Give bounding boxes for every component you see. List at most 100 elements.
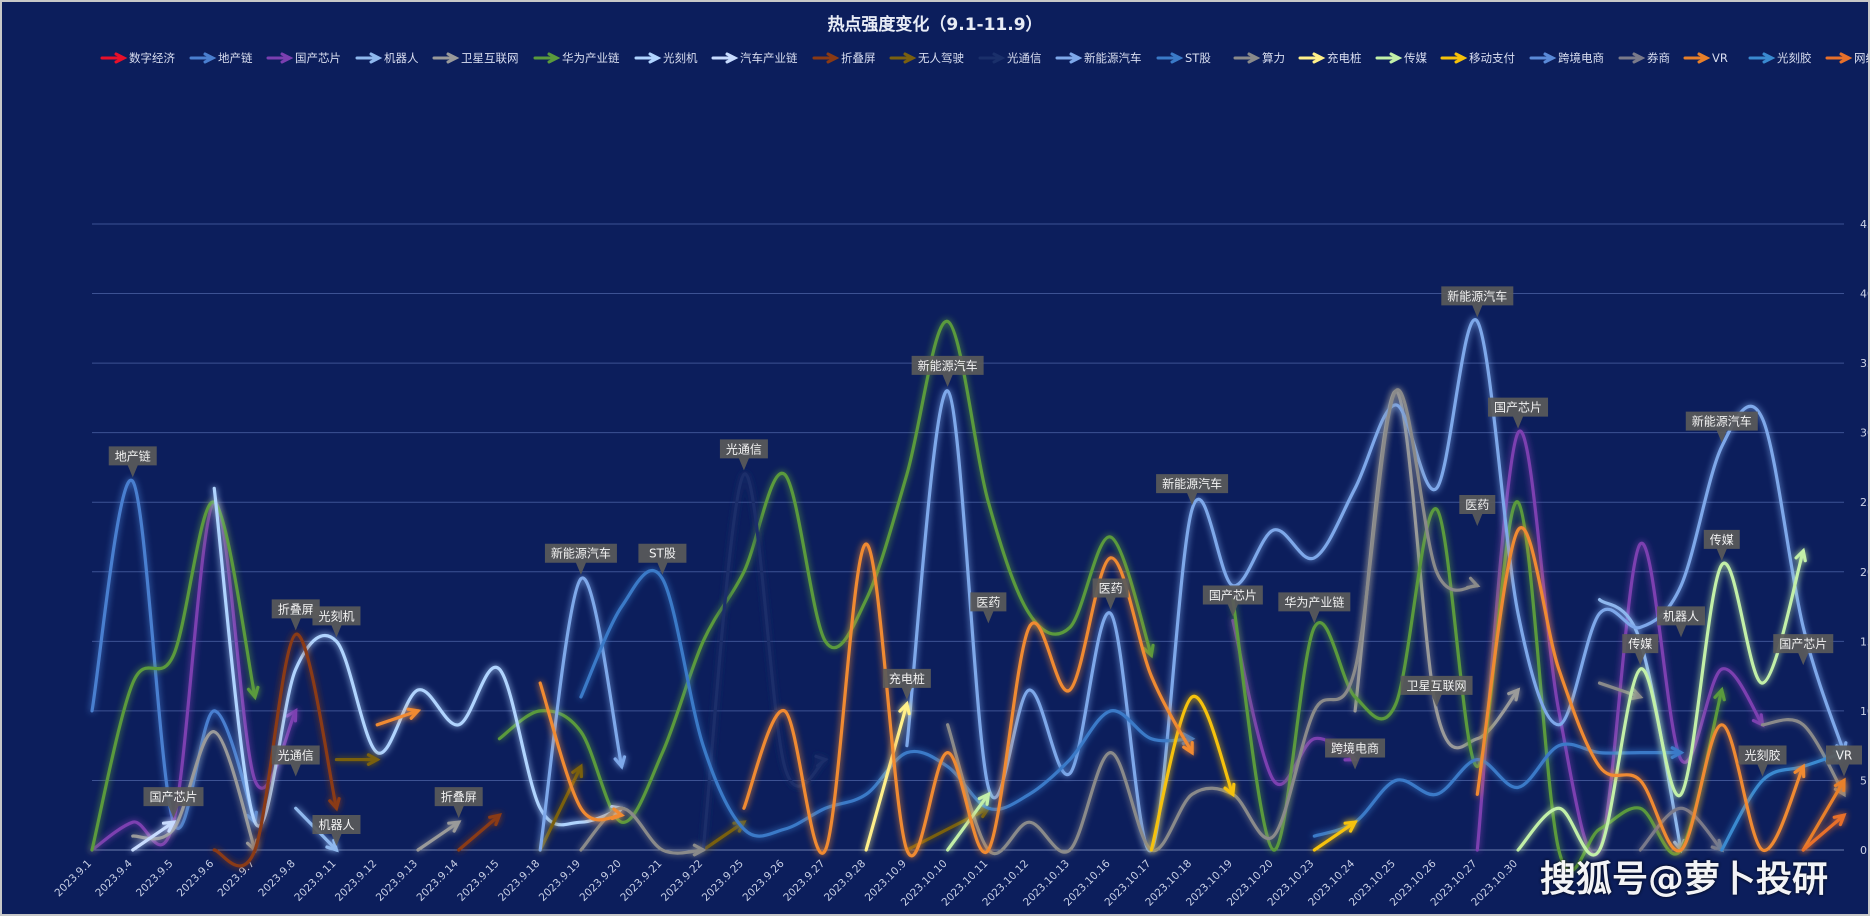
callout-text: 国产芯片 <box>149 790 197 804</box>
legend-item[interactable]: 光刻胶 <box>1748 51 1812 65</box>
legend-swatch <box>1825 52 1853 64</box>
callout-box <box>312 606 361 638</box>
chart-title: 热点强度变化（9.1-11.9） <box>827 14 1042 35</box>
callout-label: 国产芯片 <box>1202 585 1263 617</box>
callout-text: 机器人 <box>318 818 354 832</box>
legend-swatch <box>812 52 840 64</box>
callout-label: 充电桩 <box>882 668 931 700</box>
legend-item[interactable]: 华为产业链 <box>533 51 620 65</box>
grid-lines <box>92 223 1844 851</box>
legend-swatch <box>266 52 294 64</box>
legend-item[interactable]: 光刻机 <box>634 51 698 65</box>
callout-label: VR <box>1826 745 1862 777</box>
callout-label: 医药 <box>1092 578 1129 610</box>
legend-item[interactable]: 新能源汽车 <box>1055 51 1142 65</box>
y-tick-label: 25 <box>1860 496 1868 509</box>
callout-text: 新能源汽车 <box>918 358 978 373</box>
callout-box <box>1685 411 1758 443</box>
legend-label: 充电桩 <box>1327 51 1362 65</box>
series-path <box>1231 500 1724 873</box>
legend-item[interactable]: 算力 <box>1233 51 1285 65</box>
legend-label: 华为产业链 <box>562 51 620 65</box>
y-tick-label: 45 <box>1860 218 1868 231</box>
legend-item[interactable]: ST股 <box>1156 51 1211 65</box>
x-tick-label: 2023.9.15 <box>455 858 501 904</box>
callout-label: 新能源汽车 <box>1156 474 1229 506</box>
y-tick-label: 5 <box>1860 774 1867 787</box>
callout-label: 医药 <box>970 592 1007 624</box>
callout-box <box>882 668 931 700</box>
callout-text: 医药 <box>1465 498 1489 512</box>
callout-box <box>1826 745 1862 777</box>
legend-item[interactable]: 传媒 <box>1375 51 1427 65</box>
legend-item[interactable]: 国产芯片 <box>266 51 341 65</box>
series-arrowhead <box>610 807 625 821</box>
legend-item[interactable]: 地产链 <box>189 51 253 65</box>
series-line <box>294 598 1686 854</box>
callout-label: 机器人 <box>1657 606 1706 638</box>
legend-item[interactable]: 券商 <box>1618 51 1670 65</box>
legend-item[interactable]: 汽车产业链 <box>711 51 798 65</box>
callout-text: ST股 <box>649 547 676 561</box>
callout-text: 光刻机 <box>318 609 354 623</box>
series-path <box>90 478 257 830</box>
legend-item[interactable]: 充电桩 <box>1298 51 1362 65</box>
x-tick-label: 2023.9.22 <box>659 858 705 904</box>
callout-label: 传媒 <box>1622 634 1659 666</box>
callout-box <box>544 543 617 575</box>
callout-box <box>1488 397 1549 429</box>
series-arrowhead <box>161 820 177 833</box>
callout-box <box>143 787 204 819</box>
legend-item[interactable]: 卫星互联网 <box>432 51 519 65</box>
series-path <box>905 318 1846 853</box>
legend-label: ST股 <box>1185 51 1211 65</box>
series-arrowhead <box>1832 813 1847 827</box>
series-arrowhead <box>325 838 339 853</box>
legend-swatch <box>432 52 460 64</box>
callout-text: 折叠屏 <box>441 789 477 804</box>
x-tick-label: 2023.9.5 <box>134 858 176 900</box>
legend[interactable]: 数字经济 地产链 国产芯片 机器人 卫星互联网 华为产业链 光刻机 汽车产业链 折叠屏 无人驾驶 光… <box>100 51 1868 65</box>
legend-item[interactable]: 数字经济 <box>100 51 175 65</box>
series-path <box>90 500 257 852</box>
callout-box <box>312 815 361 846</box>
callout-box <box>1202 585 1263 617</box>
callout-label: 折叠屏 <box>434 787 483 819</box>
legend-label: 折叠屏 <box>841 51 876 65</box>
series-path <box>1149 695 1235 852</box>
callout-label: 跨境电商 <box>1325 738 1386 770</box>
callout-text: 跨境电商 <box>1331 740 1379 755</box>
legend-item[interactable]: 机器人 <box>355 51 419 65</box>
legend-swatch <box>711 52 739 64</box>
legend-swatch <box>533 52 561 64</box>
x-tick-label: 2023.9.21 <box>618 858 664 904</box>
series-line <box>1801 813 1847 852</box>
legend-item[interactable]: 网络安全 <box>1825 51 1868 65</box>
series-line <box>1149 695 1358 852</box>
series-line <box>212 486 625 828</box>
series-arrowhead <box>406 707 422 720</box>
series-path <box>1801 778 1846 852</box>
series-arrowhead <box>1833 777 1846 793</box>
legend-item[interactable]: 无人驾驶 <box>889 51 964 65</box>
series-arrowhead <box>285 708 298 723</box>
legend-label: 国产芯片 <box>295 51 341 65</box>
legend-item[interactable]: 移动支付 <box>1440 51 1515 65</box>
series-arrowhead <box>977 791 991 806</box>
y-axis-ticks: 0 5 10 15 20 25 30 35 40 45 <box>1860 218 1868 857</box>
series-path <box>90 500 298 852</box>
callout-box <box>1657 606 1706 638</box>
watermark: 搜狐号@萝卜投研 <box>1539 859 1828 900</box>
callout-text: 地产链 <box>115 448 151 463</box>
legend-item[interactable]: 跨境电商 <box>1529 51 1604 65</box>
x-tick-label: 2023.9.12 <box>333 858 379 904</box>
x-tick-label: 2023.9.4 <box>93 857 135 899</box>
callout-box <box>1325 738 1386 770</box>
legend-item[interactable]: 光通信 <box>978 51 1042 65</box>
callout-label: 卫星互联网 <box>1400 675 1473 707</box>
legend-item[interactable]: 折叠屏 <box>812 51 876 65</box>
series-path <box>742 542 1194 858</box>
legend-item[interactable]: VR <box>1683 51 1728 65</box>
callout-text: 国产芯片 <box>1209 588 1257 602</box>
x-tick-label: 2023.9.13 <box>374 858 420 904</box>
